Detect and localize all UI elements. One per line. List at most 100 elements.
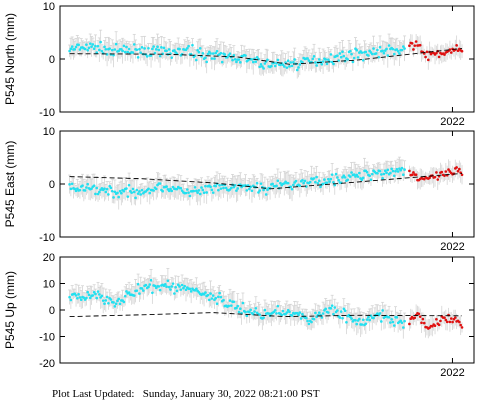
observation-point [94,44,97,48]
observation-point [68,49,71,53]
observation-point [170,285,174,288]
observation-point [249,185,252,189]
observation-point [248,187,251,191]
observation-point [244,54,247,57]
observation-point [316,181,320,185]
observation-point [96,290,100,293]
observation-point [70,45,74,48]
observation-point [205,191,208,194]
y-tick-label: -10 [39,107,55,119]
y-axis-label: P545 North (mm) [3,13,17,105]
observation-point [167,285,171,289]
observation-point [220,60,224,64]
observation-point [380,173,383,176]
observation-point [125,45,128,49]
y-tick-label: -10 [39,232,55,244]
observation-point [98,190,101,194]
observation-point [188,287,192,291]
observation-point [319,185,322,189]
observation-point [251,60,255,64]
observation-point [233,183,237,187]
observation-point [198,47,202,50]
recent-point [459,323,462,327]
observation-point [167,48,171,51]
observation-point [389,171,392,175]
observation-point [211,191,215,194]
observation-point [95,51,99,54]
observation-point [295,68,299,72]
observation-point [364,50,368,54]
observation-point [131,187,135,191]
observation-point [245,314,249,318]
observation-point [372,316,375,320]
observation-point [107,301,110,305]
y-tick-label: 20 [43,252,55,264]
observation-point [214,296,218,300]
observation-point [355,48,359,52]
observation-point [114,42,118,46]
observation-point [314,61,317,64]
observation-point [98,293,101,296]
observation-point [343,309,347,312]
observation-point [210,297,214,300]
observation-point [399,319,403,323]
observation-point [315,175,318,179]
recent-point [422,177,426,181]
observation-point [187,44,190,48]
recent-point [460,173,464,177]
observation-point [329,53,333,56]
observation-point [338,316,342,319]
observation-point [356,56,360,59]
observation-point [257,191,260,194]
observation-point [149,54,153,57]
observation-point [228,299,232,302]
observation-point [273,64,277,68]
observation-point [204,291,207,294]
observation-point [132,43,136,46]
observation-point [298,311,302,314]
observation-point [264,193,268,196]
recent-point [408,44,411,48]
observation-point [112,196,115,199]
recent-point [412,171,415,174]
observation-point [381,309,384,312]
observation-point [286,59,290,63]
observation-point [223,53,227,56]
y-tick-label: 0 [49,179,55,191]
observation-point [399,168,403,172]
observation-point [312,317,316,321]
observation-point [364,322,368,326]
observation-point [78,188,82,192]
observation-point [235,306,238,310]
recent-point [412,48,415,51]
observation-point [288,310,291,314]
observation-point [365,318,369,321]
observation-point [148,191,152,195]
observation-point [380,320,383,323]
observation-point [91,294,95,297]
observation-point [83,47,87,51]
observation-point [90,187,93,190]
observation-point [236,304,240,308]
observation-point [293,58,296,61]
observation-point [395,48,399,51]
observation-point [105,187,109,191]
observation-point [286,181,290,185]
observation-point [298,63,302,66]
observation-point [356,175,360,178]
observation-point [368,174,371,178]
observation-point [368,318,371,322]
observation-point [219,187,223,190]
observation-point [195,287,198,291]
observation-point [69,47,73,51]
observation-point [140,188,144,192]
observation-point [127,291,131,294]
observation-point [154,48,158,51]
observation-point [85,43,88,46]
observation-point [91,43,95,46]
recent-point [421,317,425,321]
observation-point [333,306,337,309]
observation-point [121,49,124,53]
observation-point [152,189,155,192]
x-tick-label: 2022 [440,116,464,128]
